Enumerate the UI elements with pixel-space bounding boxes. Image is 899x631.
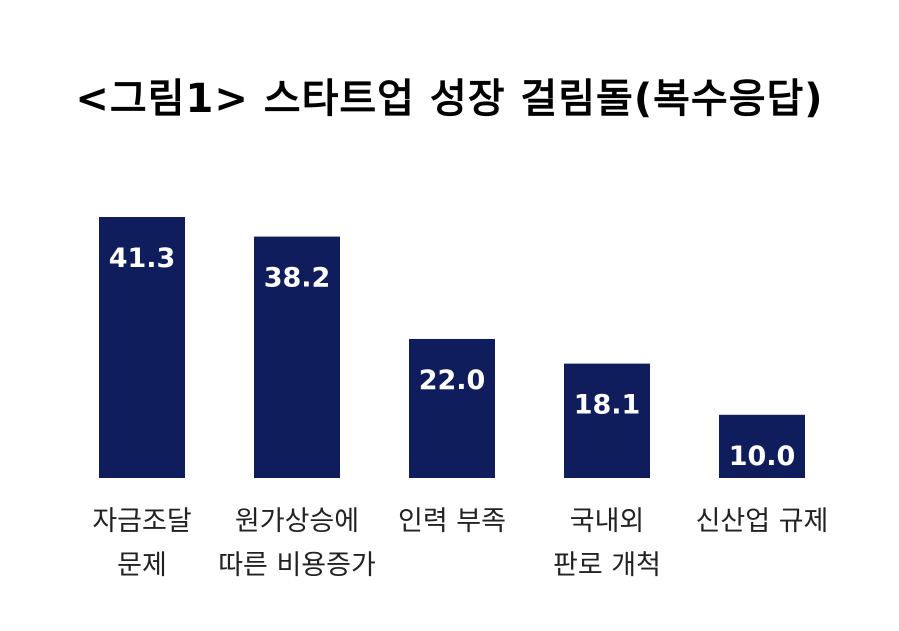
bar-value-label-5: 10.0	[729, 441, 796, 472]
category-label-3-line-1: 인력 부족	[398, 506, 506, 537]
bar-4	[564, 363, 650, 478]
bar-value-label-3: 22.0	[419, 365, 486, 396]
bar-2	[254, 236, 340, 478]
bar-5	[719, 414, 805, 478]
bar-3	[409, 338, 495, 478]
category-label-4-line-2: 판로 개척	[553, 550, 661, 581]
bar-1	[99, 217, 185, 478]
chart-title: <그림1> 스타트업 성장 걸림돌(복수응답)	[75, 76, 824, 122]
bar-value-label-2: 38.2	[264, 263, 331, 294]
category-label-1-line-2: 문제	[117, 550, 167, 581]
category-label-2-line-2: 따른 비용증가	[218, 550, 376, 581]
category-label-4-line-1: 국내외	[570, 506, 645, 537]
category-label-1-line-1: 자금조달	[92, 506, 191, 537]
category-label-5-line-1: 신산업 규제	[696, 506, 829, 537]
bar-value-label-4: 18.1	[574, 390, 641, 421]
bar-value-label-1: 41.3	[109, 243, 176, 274]
category-label-2-line-1: 원가상승에	[235, 506, 359, 537]
